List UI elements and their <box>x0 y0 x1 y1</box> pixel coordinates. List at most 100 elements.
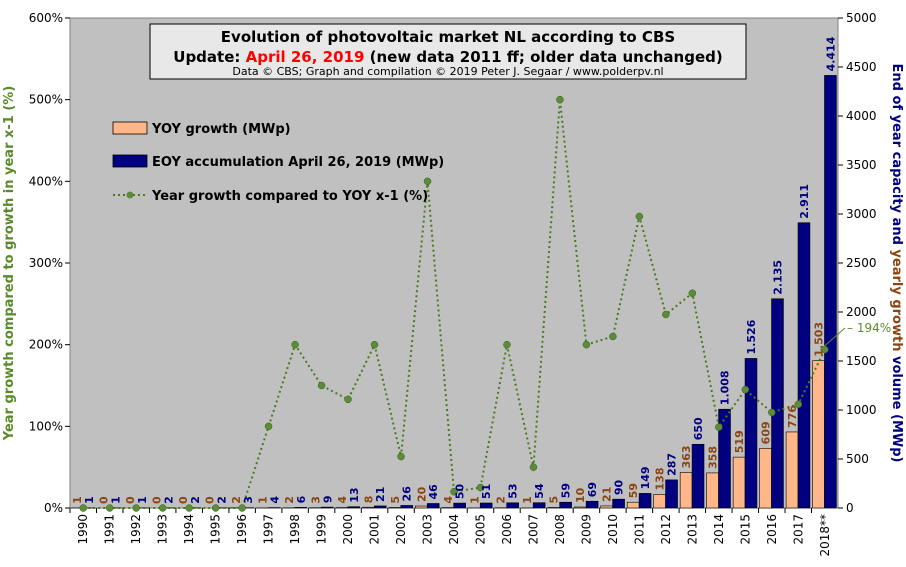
growth-point <box>132 504 140 512</box>
eoy-value-label: 2 <box>215 496 228 504</box>
eoy-bar <box>797 222 811 509</box>
right-tick-label: 3500 <box>846 158 877 172</box>
right-tick-label: 3000 <box>846 207 877 221</box>
eoy-value-label: 4 <box>268 496 281 504</box>
yoy-value-label: 0 <box>203 496 216 504</box>
yoy-value-label: 0 <box>150 496 163 504</box>
legend-growth-label: Year growth compared to YOY x-1 (%) <box>151 189 428 204</box>
yoy-value-label: 8 <box>362 496 375 504</box>
eoy-value-label: 13 <box>348 487 361 502</box>
yoy-value-label: 1 <box>256 496 269 504</box>
eoy-bar <box>400 505 413 509</box>
yoy-bar <box>626 501 640 509</box>
yoy-value-label: 21 <box>601 487 614 502</box>
eoy-bar <box>612 498 625 509</box>
growth-point <box>476 483 485 492</box>
title-line1: Evolution of photovoltaic market NL acco… <box>221 28 675 46</box>
eoy-bar <box>718 408 731 509</box>
growth-point <box>370 340 379 349</box>
growth-point <box>582 340 591 349</box>
eoy-bar <box>771 298 784 509</box>
growth-point <box>609 332 617 341</box>
eoy-bar <box>559 501 572 509</box>
growth-point <box>503 340 511 349</box>
growth-point <box>688 289 697 297</box>
growth-point <box>79 504 87 512</box>
x-tick-label: 2006 <box>500 514 514 545</box>
growth-point <box>529 463 538 471</box>
yoy-value-label: 10 <box>574 487 587 503</box>
left-tick-label: 600% <box>29 11 63 25</box>
left-tick-label: 500% <box>29 93 63 107</box>
yoy-value-label: 1 <box>521 496 534 504</box>
x-tick-label: 2011 <box>632 514 646 545</box>
yoy-value-label: 4 <box>336 496 349 504</box>
value-labels: 11 01 01 02 02 02 23 14 26 39 413 821 526 20464501512… <box>71 36 837 504</box>
eoy-value-label: 650 <box>692 417 705 440</box>
x-tick-label: 2012 <box>659 514 673 545</box>
x-tick-label: 2016 <box>765 514 779 545</box>
right-tick-label: 1000 <box>846 403 877 417</box>
eoy-value-label: 3 <box>242 496 255 504</box>
yoy-bar <box>600 505 613 509</box>
yoy-value-label: 2 <box>230 496 243 504</box>
eoy-bar <box>453 502 466 509</box>
yoy-bar <box>759 448 772 509</box>
growth-point <box>158 504 167 512</box>
yoy-value-label: 20 <box>415 486 428 502</box>
yoy-value-label: 5 <box>548 496 561 504</box>
x-tick-label: 1997 <box>262 514 276 545</box>
x-tick-label: 2005 <box>473 514 487 545</box>
eoy-value-label: 69 <box>586 482 599 497</box>
eoy-bar <box>479 502 493 509</box>
x-tick-label: 2015 <box>738 514 752 545</box>
growth-point <box>317 381 326 390</box>
x-tick-label: 2018** <box>818 514 832 557</box>
eoy-bar <box>506 502 519 509</box>
x-tick-label: 2007 <box>526 514 540 545</box>
yoy-bar <box>812 360 825 509</box>
eoy-value-label: 53 <box>507 483 520 498</box>
x-tick-label: 2002 <box>394 514 408 545</box>
x-tick-label: 2017 <box>791 514 805 545</box>
growth-point <box>556 95 564 104</box>
title-line2: Update: April 26, 2019 (new data 2011 ff… <box>173 48 722 66</box>
right-axis: 0 500 1000 1500 2000 2500 3000 3500 4000 4500 5000 <box>838 11 877 515</box>
yoy-value-label: 609 <box>760 421 773 444</box>
eoy-bar <box>585 500 599 509</box>
yoy-value-label: 3 <box>309 496 322 504</box>
legend-yoy-swatch <box>112 121 148 135</box>
x-tick-label: 1992 <box>129 514 143 545</box>
annotation-leader <box>819 327 846 351</box>
yoy-bar <box>573 506 587 509</box>
left-tick-label: 300% <box>29 256 63 270</box>
growth-point <box>715 423 723 431</box>
yoy-value-label: 363 <box>680 445 693 468</box>
right-axis-label: End of year capacity and yearly growth v… <box>889 64 904 463</box>
x-tick-label: 1995 <box>209 514 223 545</box>
growth-point <box>238 504 246 512</box>
eoy-value-label: 59 <box>560 483 573 498</box>
x-tick-label: 1996 <box>235 514 249 545</box>
x-tick-label: 2004 <box>447 514 461 545</box>
eoy-bar <box>824 75 837 509</box>
right-tick-label: 4500 <box>846 60 877 74</box>
left-tick-label: 100% <box>29 419 63 433</box>
legend-eoy-swatch <box>112 154 148 168</box>
x-tick-label: 2008 <box>553 514 567 545</box>
right-tick-label: 5000 <box>846 11 877 25</box>
annotation-194: – 194% <box>847 321 891 335</box>
yoy-value-label: 2 <box>495 496 508 504</box>
yoy-value-label: 0 <box>177 496 190 504</box>
yoy-value-label: 0 <box>124 496 137 504</box>
growth-point <box>741 385 750 394</box>
eoy-value-label: 2.911 <box>798 184 811 219</box>
yoy-value-label: 1 <box>71 496 84 504</box>
x-tick-label: 2010 <box>606 514 620 545</box>
right-tick-label: 2000 <box>846 305 877 319</box>
yoy-bar <box>785 431 799 509</box>
legend-eoy-label: EOY accumulation April 26, 2019 (MWp) <box>152 155 444 170</box>
x-tick-label: 1994 <box>182 514 196 545</box>
growth-point <box>794 400 803 409</box>
eoy-value-label: 51 <box>480 484 493 499</box>
